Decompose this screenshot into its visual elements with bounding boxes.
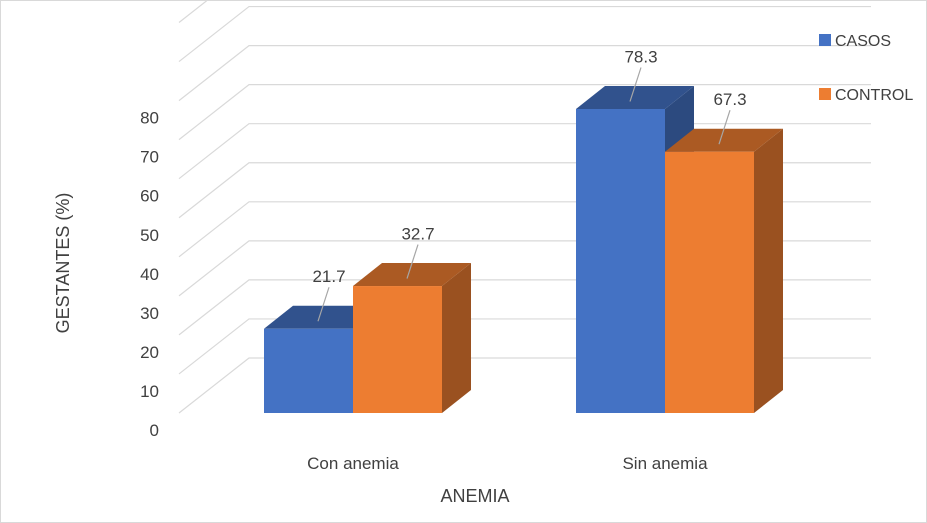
bar-side <box>754 128 783 414</box>
bar <box>353 263 471 413</box>
gridline <box>178 44 871 102</box>
legend-swatch <box>819 34 831 46</box>
bar-front <box>353 286 442 413</box>
x-tick-label: Sin anemia <box>622 454 708 473</box>
y-tick-label: 10 <box>140 382 159 401</box>
y-tick-label: 30 <box>140 304 159 323</box>
y-tick-labels: 0 10 20 30 40 50 60 70 80 <box>140 109 159 440</box>
bar-front <box>264 328 353 413</box>
bar-top <box>665 128 783 152</box>
leader-line <box>317 287 330 322</box>
legend: CASOS CONTROL <box>819 33 913 104</box>
bar <box>665 128 783 414</box>
y-tick-label: 0 <box>150 421 159 440</box>
y-tick-label: 70 <box>140 148 159 167</box>
data-labels: 21.7 32.7 78.3 67.3 <box>312 48 747 322</box>
legend-swatch <box>819 88 831 100</box>
y-tick-label: 80 <box>140 109 159 128</box>
gridlines <box>178 1 871 414</box>
bar <box>576 86 694 413</box>
gridline <box>178 5 871 63</box>
bar-side <box>442 263 471 413</box>
bar-front <box>665 151 754 414</box>
leader-line <box>718 110 731 145</box>
gridline <box>178 1 208 23</box>
bar-top <box>576 86 694 109</box>
y-tick-label: 50 <box>140 226 159 245</box>
data-label: 32.7 <box>401 225 434 244</box>
legend-item: CASOS <box>819 33 891 50</box>
data-label: 21.7 <box>312 267 345 286</box>
leader-line <box>629 67 642 102</box>
gridline <box>178 84 871 141</box>
data-label: 67.3 <box>713 90 746 109</box>
legend-label: CONTROL <box>835 87 913 104</box>
y-tick-label: 40 <box>140 265 159 284</box>
leader-line <box>406 244 419 279</box>
bar-top <box>264 305 382 329</box>
legend-item: CONTROL <box>819 87 913 104</box>
legend-label: CASOS <box>835 33 891 50</box>
x-tick-labels: Con anemia Sin anemia <box>307 454 708 473</box>
y-axis-title: GESTANTES (%) <box>53 193 73 334</box>
bar-top <box>353 263 471 287</box>
data-label: 78.3 <box>624 48 657 67</box>
bar-front <box>576 109 665 413</box>
x-axis-title: ANEMIA <box>440 486 509 506</box>
bars <box>264 86 783 414</box>
x-tick-label: Con anemia <box>307 454 399 473</box>
y-tick-label: 60 <box>140 187 159 206</box>
y-tick-label: 20 <box>140 343 159 362</box>
